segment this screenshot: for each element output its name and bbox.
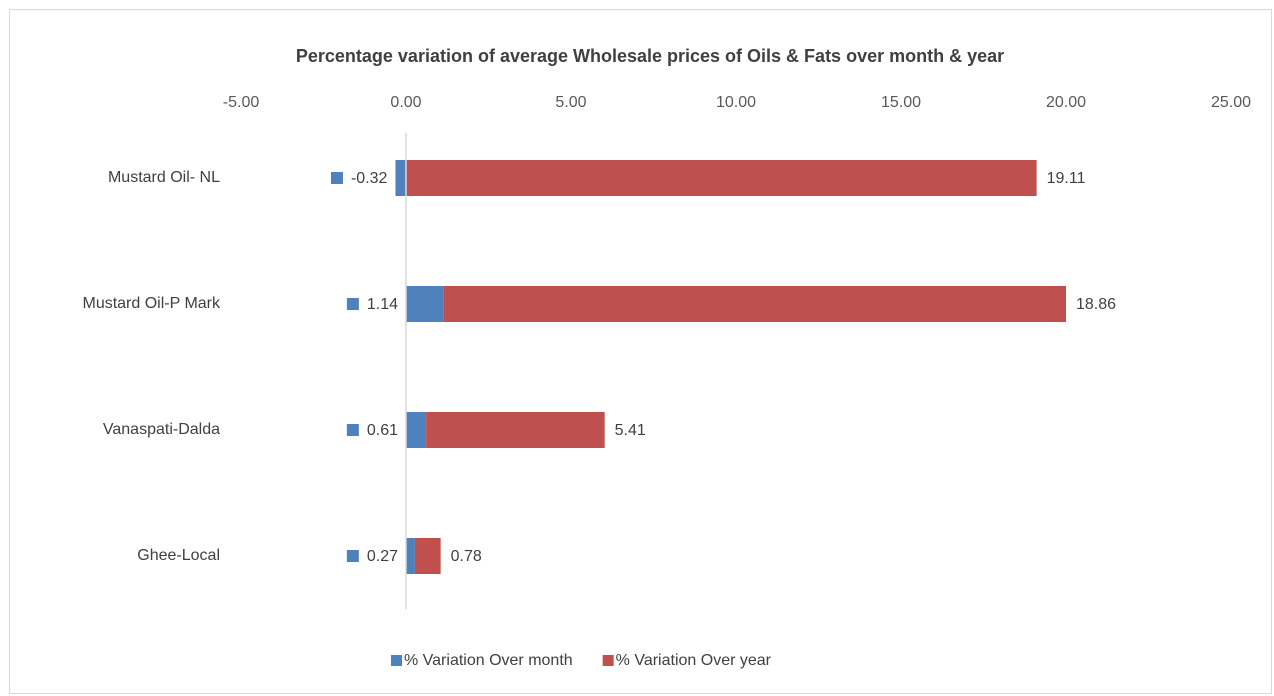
y-tick-label: Vanaspati-Dalda (103, 421, 220, 438)
bar (395, 160, 406, 196)
legend-label: % Variation Over year (616, 652, 772, 669)
data-label: 1.14 (367, 296, 398, 313)
data-label: 18.86 (1076, 296, 1116, 313)
data-label: 0.27 (367, 548, 398, 565)
bar (406, 412, 427, 448)
legend-label: % Variation Over month (404, 652, 573, 669)
legend-key (602, 655, 614, 666)
data-label-key (346, 424, 359, 436)
y-tick-label: Mustard Oil- NL (108, 169, 220, 186)
data-label: 19.11 (1047, 170, 1086, 187)
bar (406, 538, 415, 574)
chart-border (9, 9, 1272, 694)
bar (406, 160, 1037, 196)
x-tick-label: 0.00 (390, 94, 421, 111)
bar (406, 286, 444, 322)
legend-key (391, 655, 402, 666)
chart-title: Percentage variation of average Wholesal… (296, 46, 1004, 66)
y-tick-label: Ghee-Local (137, 547, 220, 564)
x-tick-label: -5.00 (223, 94, 260, 111)
x-tick-label: 15.00 (881, 94, 921, 111)
x-tick-label: 10.00 (716, 94, 756, 111)
x-tick-label: 25.00 (1211, 94, 1251, 111)
bar (426, 412, 605, 448)
y-tick-label: Mustard Oil-P Mark (82, 295, 221, 312)
data-label-key (346, 298, 359, 310)
data-label: 5.41 (615, 422, 646, 439)
bar (414, 538, 441, 574)
data-label: 0.78 (451, 548, 482, 565)
x-tick-label: 20.00 (1046, 94, 1086, 111)
data-label: 0.61 (367, 422, 398, 439)
data-label-key (346, 550, 359, 562)
x-tick-label: 5.00 (555, 94, 586, 111)
data-label: -0.32 (351, 170, 388, 187)
data-label-key (330, 172, 343, 184)
bar (443, 286, 1066, 322)
